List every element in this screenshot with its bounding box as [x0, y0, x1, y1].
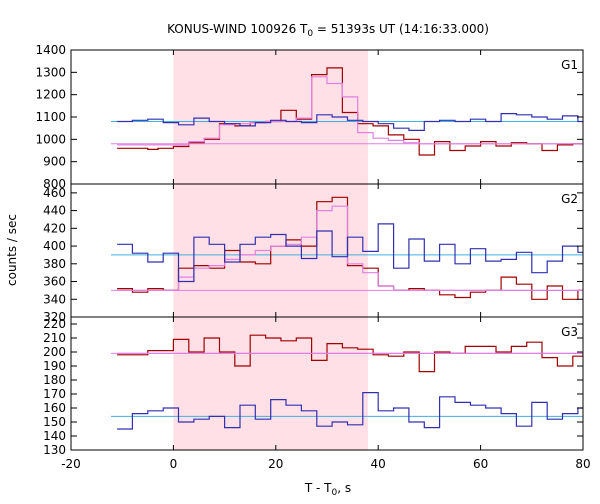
panel-g2-ytick-label: 360: [43, 275, 66, 289]
tick-layer: 80090010001100120013001400G1320340360380…: [35, 43, 590, 471]
panel-g2-series-group: [111, 196, 583, 300]
xtick-label: 20: [268, 457, 283, 471]
panel-g3-label: G3: [561, 325, 578, 339]
panel-g2-ytick-label: 460: [43, 186, 66, 200]
panel-g1-ytick-label: 800: [43, 177, 66, 191]
x-axis-label: T - T0, s: [304, 481, 351, 498]
panel-g3-ytick-label: 220: [43, 317, 66, 331]
panel-g3-ytick-label: 190: [43, 359, 66, 373]
panel-g1-ytick-label: 1000: [35, 132, 66, 146]
panel-g2-ytick-label: 440: [43, 204, 66, 218]
panel-g2-ytick-label: 380: [43, 257, 66, 271]
y-axis-label: counts / sec: [5, 214, 19, 286]
panel-g3-ytick-label: 210: [43, 331, 66, 345]
panel-g1-series-dark-blue: [117, 113, 583, 131]
panel-g3-series-group: [111, 334, 583, 430]
chart-title-subscript: 0: [307, 29, 313, 39]
xtick-label: 80: [575, 457, 590, 471]
xtick-label: 60: [473, 457, 488, 471]
panel-g3-ytick-label: 130: [43, 443, 66, 457]
panel-g1-series-group: [111, 67, 583, 156]
panel-g3-series-dark-blue: [117, 392, 583, 430]
panel-g3-ytick-label: 200: [43, 345, 66, 359]
panel-g2-ytick-label: 320: [43, 310, 66, 324]
panel-g1-ytick-label: 1300: [35, 65, 66, 79]
panel-g2-ytick-label: 400: [43, 239, 66, 253]
series-layer: [111, 67, 583, 430]
panel-g2-ytick-label: 420: [43, 221, 66, 235]
panel-g1-ytick-label: 1100: [35, 110, 66, 124]
panel-g3-series-dark-red: [117, 334, 583, 373]
xtick-label: 40: [371, 457, 386, 471]
x-axis-label-subscript: 0: [332, 488, 338, 498]
panel-g3-ytick-label: 140: [43, 429, 66, 443]
panel-g3-frame: [70, 316, 584, 451]
panel-g2-series-dark-blue: [117, 223, 583, 283]
panel-g1-ytick-label: 1200: [35, 88, 66, 102]
panel-g3-ytick-label: 160: [43, 401, 66, 415]
panel-g3-ytick-label: 170: [43, 387, 66, 401]
panel-g2-series-dark-red: [117, 196, 583, 300]
panel-g1-ytick-label: 900: [43, 155, 66, 169]
panel-g1-ytick-label: 1400: [35, 43, 66, 57]
panel-g2-label: G2: [561, 192, 578, 206]
panel-g3-ytick-label: 180: [43, 373, 66, 387]
panel-g1-label: G1: [561, 58, 578, 72]
panel-g2-ytick-label: 340: [43, 292, 66, 306]
panel-g1-series-pink: [117, 76, 583, 146]
xtick-label: -20: [61, 457, 81, 471]
chart-title: KONUS-WIND 100926 T0 = 51393s UT (14:16:…: [167, 22, 489, 39]
panel-g3-ytick-label: 150: [43, 415, 66, 429]
xtick-label: 0: [170, 457, 178, 471]
